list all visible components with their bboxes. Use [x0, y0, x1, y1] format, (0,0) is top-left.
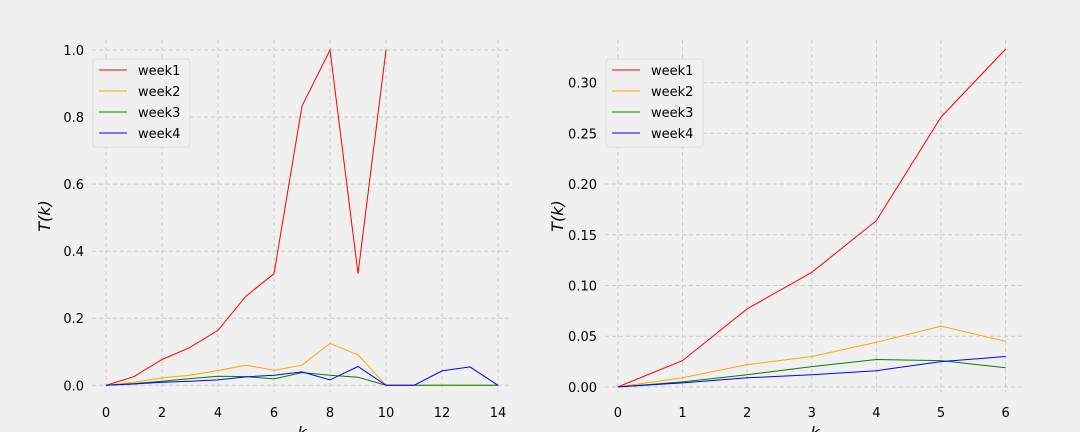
right-chart: 0 1 2 3 4 5 6 0.00 0.05 0.10 0.15 0.20 0.25 0.30 T(k) k…: [548, 40, 1025, 432]
y-tick-label: 0.8: [63, 111, 84, 126]
x-axis-label: k: [297, 423, 307, 432]
x-tick-label: 14: [490, 406, 507, 421]
series-line-week4: [617, 356, 1006, 388]
legend-label: week1: [138, 64, 180, 79]
y-axis-label: T(k): [35, 200, 54, 232]
legend-box: [605, 58, 704, 148]
x-axis-label: k: [810, 423, 820, 432]
series-line-week1: [105, 48, 387, 386]
x-tick-label: 6: [270, 406, 278, 421]
legend-box: [92, 58, 191, 148]
y-tick-label: 0.6: [63, 178, 84, 193]
legend: week1 week2 week3 week4: [92, 58, 191, 148]
x-tick-label: 4: [214, 406, 222, 421]
x-tick-label: 5: [937, 406, 945, 421]
legend-label: week4: [651, 127, 693, 142]
x-tick-label: 10: [378, 406, 395, 421]
y-tick-label: 0.00: [568, 381, 597, 396]
x-tick-label: 3: [808, 406, 816, 421]
legend-label: week3: [651, 106, 693, 121]
y-tick-label: 0.30: [568, 77, 597, 92]
legend: week1 week2 week3 week4: [605, 58, 704, 148]
x-tick-label: 1: [678, 406, 686, 421]
series-line-week1: [617, 48, 1006, 388]
x-tick-label: 4: [872, 406, 880, 421]
x-tick-label: 8: [326, 406, 334, 421]
y-tick-label: 0.05: [568, 330, 597, 345]
x-tick-label: 6: [1001, 406, 1009, 421]
y-tick-label: 0.10: [568, 279, 597, 294]
x-tick-label: 0: [614, 406, 622, 421]
y-axis-label: T(k): [548, 200, 567, 232]
left-chart: 024681012140.00.20.40.60.81.0T(k)kweek1w…: [35, 40, 512, 432]
legend-label: week3: [138, 106, 180, 121]
y-tick-label: 0.15: [568, 229, 597, 244]
y-tick-label: 1.0: [63, 44, 84, 59]
x-tick-label: 0: [102, 406, 110, 421]
series-line-week3: [617, 358, 1006, 388]
x-tick-label: 2: [158, 406, 166, 421]
legend-label: week4: [138, 127, 180, 142]
legend-label: week2: [138, 85, 180, 100]
series-line-week3: [105, 372, 498, 386]
x-tick-label: 12: [434, 406, 451, 421]
y-tick-label: 0.0: [63, 379, 84, 394]
x-tick-label: 2: [743, 406, 751, 421]
series-line-week2: [617, 325, 1006, 388]
y-tick-label: 0.20: [568, 178, 597, 193]
series-line-week4: [105, 365, 499, 386]
y-tick-label: 0.2: [63, 312, 84, 327]
y-tick-label: 0.4: [63, 245, 84, 260]
legend-label: week1: [651, 64, 693, 79]
y-tick-label: 0.25: [568, 127, 597, 142]
legend-label: week2: [651, 85, 693, 100]
